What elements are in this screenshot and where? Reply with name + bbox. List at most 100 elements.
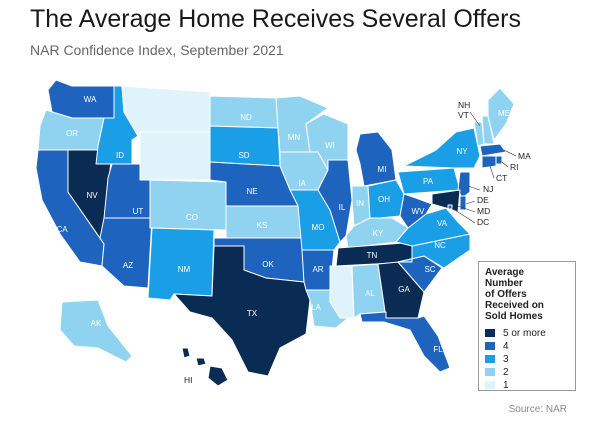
label-NH: NH xyxy=(458,100,470,110)
state-MS xyxy=(329,265,355,319)
leader-lines xyxy=(451,111,517,224)
state-FL xyxy=(359,311,451,373)
legend-title: Average Number of Offers Received on Sol… xyxy=(485,267,544,322)
label-SC: SC xyxy=(424,265,435,274)
label-WV: WV xyxy=(412,207,426,216)
legend-item-3: 3 xyxy=(485,353,569,365)
label-SD: SD xyxy=(238,151,249,160)
label-AZ: AZ xyxy=(123,261,133,270)
legend-item-2: 2 xyxy=(485,366,569,378)
label-NJ: NJ xyxy=(483,184,493,194)
label-UT: UT xyxy=(133,207,144,216)
state-MD xyxy=(431,189,461,213)
legend-label: 4 xyxy=(503,340,509,352)
label-MD: MD xyxy=(477,206,490,216)
label-DC: DC xyxy=(477,217,489,227)
legend-label: 3 xyxy=(503,353,509,365)
legend-swatch xyxy=(485,342,495,350)
label-RI: RI xyxy=(510,162,519,172)
legend-swatch xyxy=(485,381,495,389)
label-MA: MA xyxy=(518,151,531,161)
label-KY: KY xyxy=(373,229,384,238)
label-NE: NE xyxy=(246,187,257,196)
legend-swatch xyxy=(485,329,495,337)
map-legend: Average Number of Offers Received on Sol… xyxy=(478,261,576,391)
label-IN: IN xyxy=(356,199,364,208)
label-WI: WI xyxy=(325,141,335,150)
state-AZ xyxy=(99,217,153,289)
label-PA: PA xyxy=(423,177,434,186)
label-MI: MI xyxy=(378,165,387,174)
label-HI: HI xyxy=(184,375,193,385)
chart-title: The Average Home Receives Several Offers xyxy=(30,5,521,33)
label-NY: NY xyxy=(456,147,468,156)
legend-label: 5 or more xyxy=(503,327,546,339)
state-NJ xyxy=(457,171,471,199)
state-RI xyxy=(495,155,503,165)
legend-item-4: 4 xyxy=(485,340,569,352)
state-GA xyxy=(377,261,425,319)
state-HI xyxy=(181,347,191,359)
legend-label: 2 xyxy=(503,366,509,378)
legend-label: 1 xyxy=(503,379,509,391)
label-NC: NC xyxy=(434,241,446,250)
label-VT: VT xyxy=(458,110,469,120)
state-MA xyxy=(479,143,507,157)
state-NY xyxy=(403,127,481,169)
state-DC xyxy=(447,204,453,210)
label-AL: AL xyxy=(365,289,375,298)
legend-swatch xyxy=(485,368,495,376)
legend-item-5: 5 or more xyxy=(485,327,569,339)
label-IA: IA xyxy=(298,179,306,188)
legend-item-1: 1 xyxy=(485,379,569,391)
label-IL: IL xyxy=(339,203,346,212)
label-CA: CA xyxy=(56,225,68,234)
label-GA: GA xyxy=(398,285,410,294)
label-VA: VA xyxy=(437,219,448,228)
label-AK: AK xyxy=(91,319,102,328)
state-CO xyxy=(149,179,227,231)
label-ND: ND xyxy=(240,113,252,122)
state-AK xyxy=(59,299,133,363)
label-KS: KS xyxy=(257,221,268,230)
label-OR: OR xyxy=(66,129,78,138)
label-TN: TN xyxy=(367,251,378,260)
source-note: Source: NAR xyxy=(508,404,567,415)
state-ME xyxy=(487,87,515,141)
label-NV: NV xyxy=(86,191,98,200)
state-NH xyxy=(481,115,495,145)
label-OH: OH xyxy=(378,195,390,204)
state-SD xyxy=(209,125,281,167)
label-AR: AR xyxy=(312,265,323,274)
label-FL: FL xyxy=(433,345,443,354)
label-ID: ID xyxy=(116,151,124,160)
label-MN: MN xyxy=(288,133,301,142)
label-ME: ME xyxy=(498,109,510,118)
state-ND xyxy=(209,95,279,129)
label-CT: CT xyxy=(496,173,507,183)
label-DE: DE xyxy=(477,195,489,205)
chart-subtitle: NAR Confidence Index, September 2021 xyxy=(30,42,284,58)
label-TX: TX xyxy=(247,309,258,318)
state-HI-big xyxy=(207,365,229,387)
state-HI-maui xyxy=(195,357,207,367)
state-DE xyxy=(459,195,467,211)
label-MO: MO xyxy=(312,223,325,232)
state-TX xyxy=(173,245,311,377)
label-OK: OK xyxy=(262,260,274,269)
state-IL xyxy=(317,159,353,243)
label-LA: LA xyxy=(311,303,321,312)
state-WV xyxy=(399,193,433,229)
state-MT xyxy=(121,85,211,137)
state-NM xyxy=(147,227,215,301)
state-CT xyxy=(481,155,497,169)
label-CO: CO xyxy=(186,213,198,222)
state-WY xyxy=(139,131,211,181)
state-NC xyxy=(397,233,471,269)
state-WA xyxy=(47,79,115,119)
label-NM: NM xyxy=(178,265,191,274)
legend-swatch xyxy=(485,355,495,363)
state-MI xyxy=(355,131,397,187)
label-WA: WA xyxy=(84,95,97,104)
